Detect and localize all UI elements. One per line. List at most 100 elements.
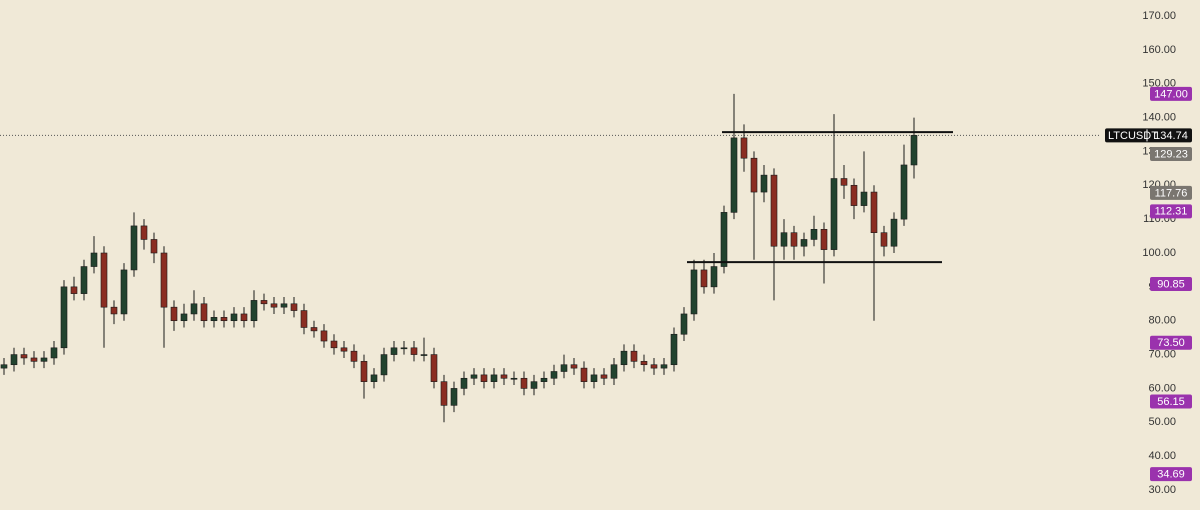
y-tick-label: 80.00 (1148, 315, 1176, 327)
y-tick-label: 30.00 (1148, 484, 1176, 496)
candle-body (200, 303, 208, 322)
candle-body (630, 350, 638, 362)
candle-body (60, 286, 68, 349)
y-tick-label: 140.00 (1142, 111, 1176, 123)
candle-body (820, 229, 828, 250)
candle-body (430, 354, 438, 382)
candle-body (340, 347, 348, 352)
y-tick-label: 160.00 (1142, 44, 1176, 56)
candle-body (220, 317, 228, 322)
candle-body (40, 357, 48, 362)
candle-body (470, 374, 478, 379)
candle-body (720, 212, 728, 267)
candle-body (580, 367, 588, 382)
candle-body (330, 340, 338, 349)
candle-body (900, 164, 908, 220)
price-label-box (1150, 394, 1192, 409)
price-label-box (1150, 276, 1192, 291)
candle-body (690, 269, 698, 315)
price-label: 56.15 (1157, 396, 1185, 408)
candle-body (390, 347, 398, 355)
candle-body (770, 174, 778, 247)
price-label: 90.85 (1157, 278, 1185, 290)
candle-body (210, 317, 218, 322)
candle-body (490, 374, 498, 382)
last-price-box (1105, 128, 1192, 143)
y-tick-label: 170.00 (1142, 10, 1176, 22)
candle-body (700, 269, 708, 288)
candle-body (620, 350, 628, 366)
candle-body (670, 333, 678, 366)
price-label-box (1150, 147, 1192, 162)
candle-body (680, 313, 688, 335)
price-label: 117.76 (1155, 187, 1188, 199)
candle-body (840, 178, 848, 186)
candle-body (740, 137, 748, 159)
price-label: 112.31 (1155, 206, 1188, 218)
candle-body (140, 225, 148, 240)
price-label: 34.69 (1157, 469, 1185, 481)
y-tick-label: 70.00 (1148, 348, 1176, 360)
candle-body (20, 354, 28, 359)
candle-body (480, 374, 488, 382)
candle-body (590, 374, 598, 382)
candle-body (730, 137, 738, 213)
candle-body (830, 178, 838, 250)
y-tick-label: 100.00 (1142, 247, 1176, 259)
candle-body (150, 239, 158, 254)
candle-body (710, 266, 718, 288)
last-price-label: 134.74 (1154, 130, 1188, 142)
symbol-label: LTCUSDT (1108, 130, 1158, 142)
candle-body (380, 354, 388, 376)
candle-body (640, 361, 648, 366)
candle-body (410, 347, 418, 355)
candle-body (400, 347, 408, 350)
candle-body (360, 361, 368, 382)
price-label-box (1150, 467, 1192, 482)
candle-body (370, 374, 378, 382)
candle-body (90, 252, 98, 267)
candle-body (600, 374, 608, 379)
y-tick-label: 40.00 (1148, 450, 1176, 462)
candle-body (910, 135, 918, 166)
candle-body (0, 364, 8, 369)
candle-body (70, 286, 78, 294)
candle-body (810, 229, 818, 240)
candle-body (760, 174, 768, 193)
candle-body (610, 364, 618, 379)
candle-body (870, 191, 878, 233)
candle-body (540, 377, 548, 382)
candle-body (50, 347, 58, 359)
candle-body (120, 269, 128, 315)
price-label-box (1150, 204, 1192, 219)
candle-body (260, 300, 268, 305)
candle-body (270, 303, 278, 308)
candle-body (10, 354, 18, 366)
candle-body (530, 381, 538, 389)
candle-body (240, 313, 248, 322)
candle-body (320, 330, 328, 342)
candle-body (170, 306, 178, 322)
candle-body (520, 377, 528, 389)
candle-body (860, 191, 868, 206)
candle-body (460, 377, 468, 389)
candle-body (650, 364, 658, 369)
y-tick-label: 60.00 (1148, 382, 1176, 394)
candle-body (450, 388, 458, 406)
candle-body (570, 364, 578, 369)
price-label-box (1150, 185, 1192, 200)
candle-body (190, 303, 198, 315)
candle-body (440, 381, 448, 406)
price-label: 147.00 (1154, 88, 1188, 100)
candle-body (160, 252, 168, 308)
candle-body (550, 371, 558, 379)
candle-body (230, 313, 238, 322)
price-label: 129.23 (1154, 148, 1188, 160)
candle-body (280, 303, 288, 308)
candle-body (780, 232, 788, 247)
candle-body (300, 310, 308, 328)
candle-body (750, 157, 758, 193)
candle-body (420, 354, 428, 356)
